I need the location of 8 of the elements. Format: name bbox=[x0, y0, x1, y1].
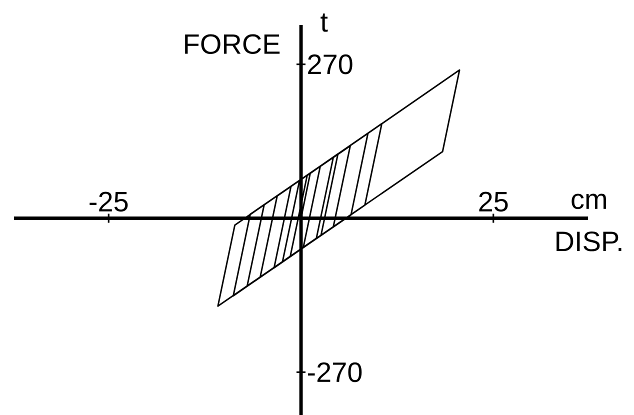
y-tick-label: 270 bbox=[308, 54, 352, 74]
annotation: cm bbox=[572, 194, 606, 210]
y-axis-title: FORCE bbox=[185, 34, 280, 54]
x-tick-label: -25 bbox=[90, 192, 128, 212]
annotation: t bbox=[320, 13, 328, 32]
x-axis-title: DISP. bbox=[556, 231, 622, 252]
y-tick-label: -270 bbox=[308, 362, 362, 382]
x-tick-label: 25 bbox=[479, 192, 508, 212]
